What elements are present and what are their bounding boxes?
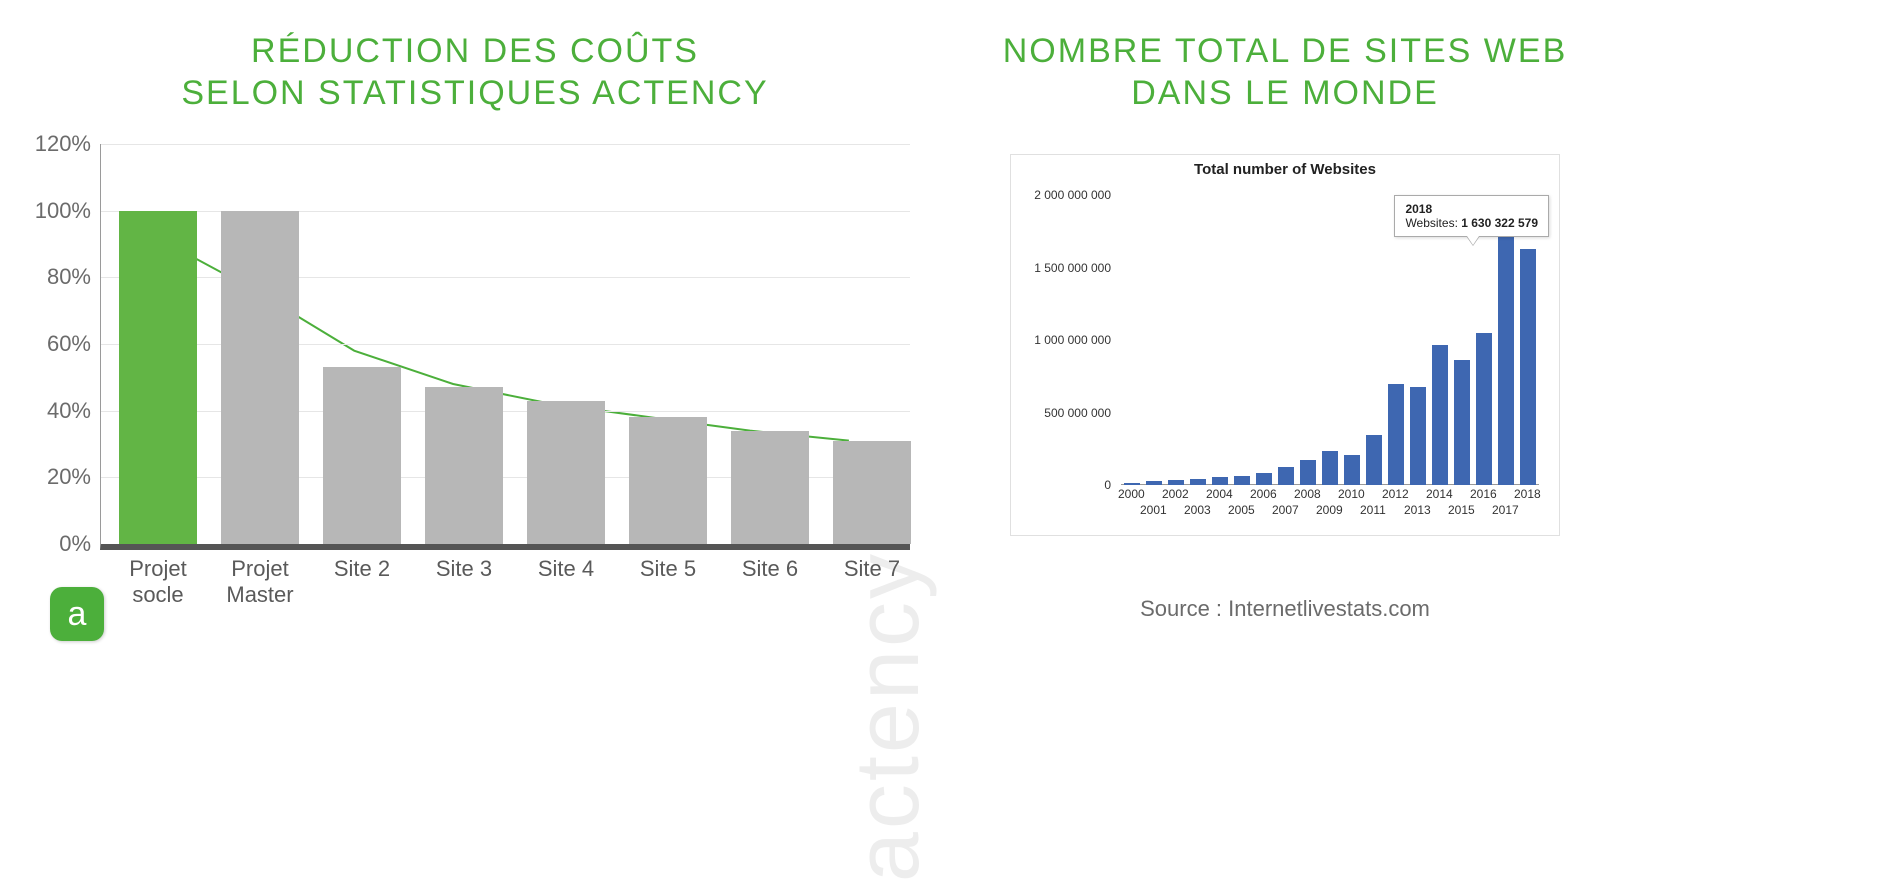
r-bar xyxy=(1520,249,1536,485)
r-ytick: 2 000 000 000 xyxy=(1011,188,1111,202)
r-xlabel: 2018 xyxy=(1514,487,1541,501)
ytick: 0% xyxy=(31,531,91,557)
bar xyxy=(323,367,401,544)
r-bar xyxy=(1476,333,1492,485)
websites-plot: 0500 000 0001 000 000 0001 500 000 0002 … xyxy=(1121,195,1539,485)
ytick: 80% xyxy=(31,264,91,290)
r-ytick: 500 000 000 xyxy=(1011,406,1111,420)
r-xlabel: 2002 xyxy=(1162,487,1189,501)
bar xyxy=(119,211,197,544)
websites-xlabels: 2000 2001 2002 2003 2004 2005 2006 2007 2008 2009… xyxy=(1121,485,1539,535)
r-ytick: 1 000 000 000 xyxy=(1011,333,1111,347)
websites-inner-title: Total number of Websites xyxy=(1011,161,1559,178)
r-xlabel: 2009 xyxy=(1316,503,1343,517)
r-xlabel: 2003 xyxy=(1184,503,1211,517)
r-xlabel: 2012 xyxy=(1382,487,1409,501)
source-text: Source : Internetlivestats.com xyxy=(970,596,1600,622)
left-title: RÉDUCTION DES COÛTS SELON STATISTIQUES A… xyxy=(0,30,950,114)
ytick: 100% xyxy=(31,198,91,224)
r-bar xyxy=(1322,451,1338,486)
r-bar xyxy=(1498,229,1514,485)
r-bar xyxy=(1234,476,1250,485)
bar xyxy=(833,441,911,544)
ytick: 60% xyxy=(31,331,91,357)
r-ytick: 0 xyxy=(1011,478,1111,492)
bar xyxy=(221,211,299,544)
r-xlabel: 2016 xyxy=(1470,487,1497,501)
bar xyxy=(425,387,503,544)
r-ytick: 1 500 000 000 xyxy=(1011,261,1111,275)
ytick: 40% xyxy=(31,398,91,424)
r-bar xyxy=(1366,435,1382,485)
r-bar xyxy=(1256,473,1272,485)
r-xlabel: 2006 xyxy=(1250,487,1277,501)
watermark-text: actency xyxy=(837,551,940,882)
r-xlabel: 2001 xyxy=(1140,503,1167,517)
xlabel: Site 7 xyxy=(812,544,932,582)
tooltip: 2018Websites: 1 630 322 579 xyxy=(1394,195,1549,237)
r-xlabel: 2008 xyxy=(1294,487,1321,501)
r-bar xyxy=(1212,477,1228,485)
bar xyxy=(527,401,605,544)
r-bar xyxy=(1278,467,1294,485)
bar xyxy=(731,431,809,544)
right-title: NOMBRE TOTAL DE SITES WEB DANS LE MONDE xyxy=(970,30,1600,114)
r-bar xyxy=(1432,345,1448,486)
r-xlabel: 2017 xyxy=(1492,503,1519,517)
r-bar xyxy=(1454,360,1470,485)
ytick: 120% xyxy=(31,131,91,157)
r-xlabel: 2005 xyxy=(1228,503,1255,517)
left-chart-panel: actency RÉDUCTION DES COÛTS SELON STATIS… xyxy=(0,0,950,691)
r-xlabel: 2000 xyxy=(1118,487,1145,501)
r-xlabel: 2013 xyxy=(1404,503,1431,517)
r-xlabel: 2015 xyxy=(1448,503,1475,517)
cost-reduction-chart: 0%20%40%60%80%100%120%Projet socleProjet… xyxy=(100,144,910,550)
brand-logo: a xyxy=(50,587,104,641)
websites-chart: Total number of Websites 0500 000 0001 0… xyxy=(1010,154,1560,536)
bar xyxy=(629,417,707,544)
r-xlabel: 2010 xyxy=(1338,487,1365,501)
right-chart-panel: NOMBRE TOTAL DE SITES WEB DANS LE MONDE … xyxy=(970,0,1600,691)
r-xlabel: 2011 xyxy=(1360,503,1386,517)
r-bar xyxy=(1388,384,1404,485)
ytick: 20% xyxy=(31,464,91,490)
r-bar xyxy=(1300,460,1316,485)
r-xlabel: 2014 xyxy=(1426,487,1453,501)
r-xlabel: 2007 xyxy=(1272,503,1299,517)
r-bar xyxy=(1410,387,1426,485)
r-bar xyxy=(1344,455,1360,485)
r-xlabel: 2004 xyxy=(1206,487,1233,501)
